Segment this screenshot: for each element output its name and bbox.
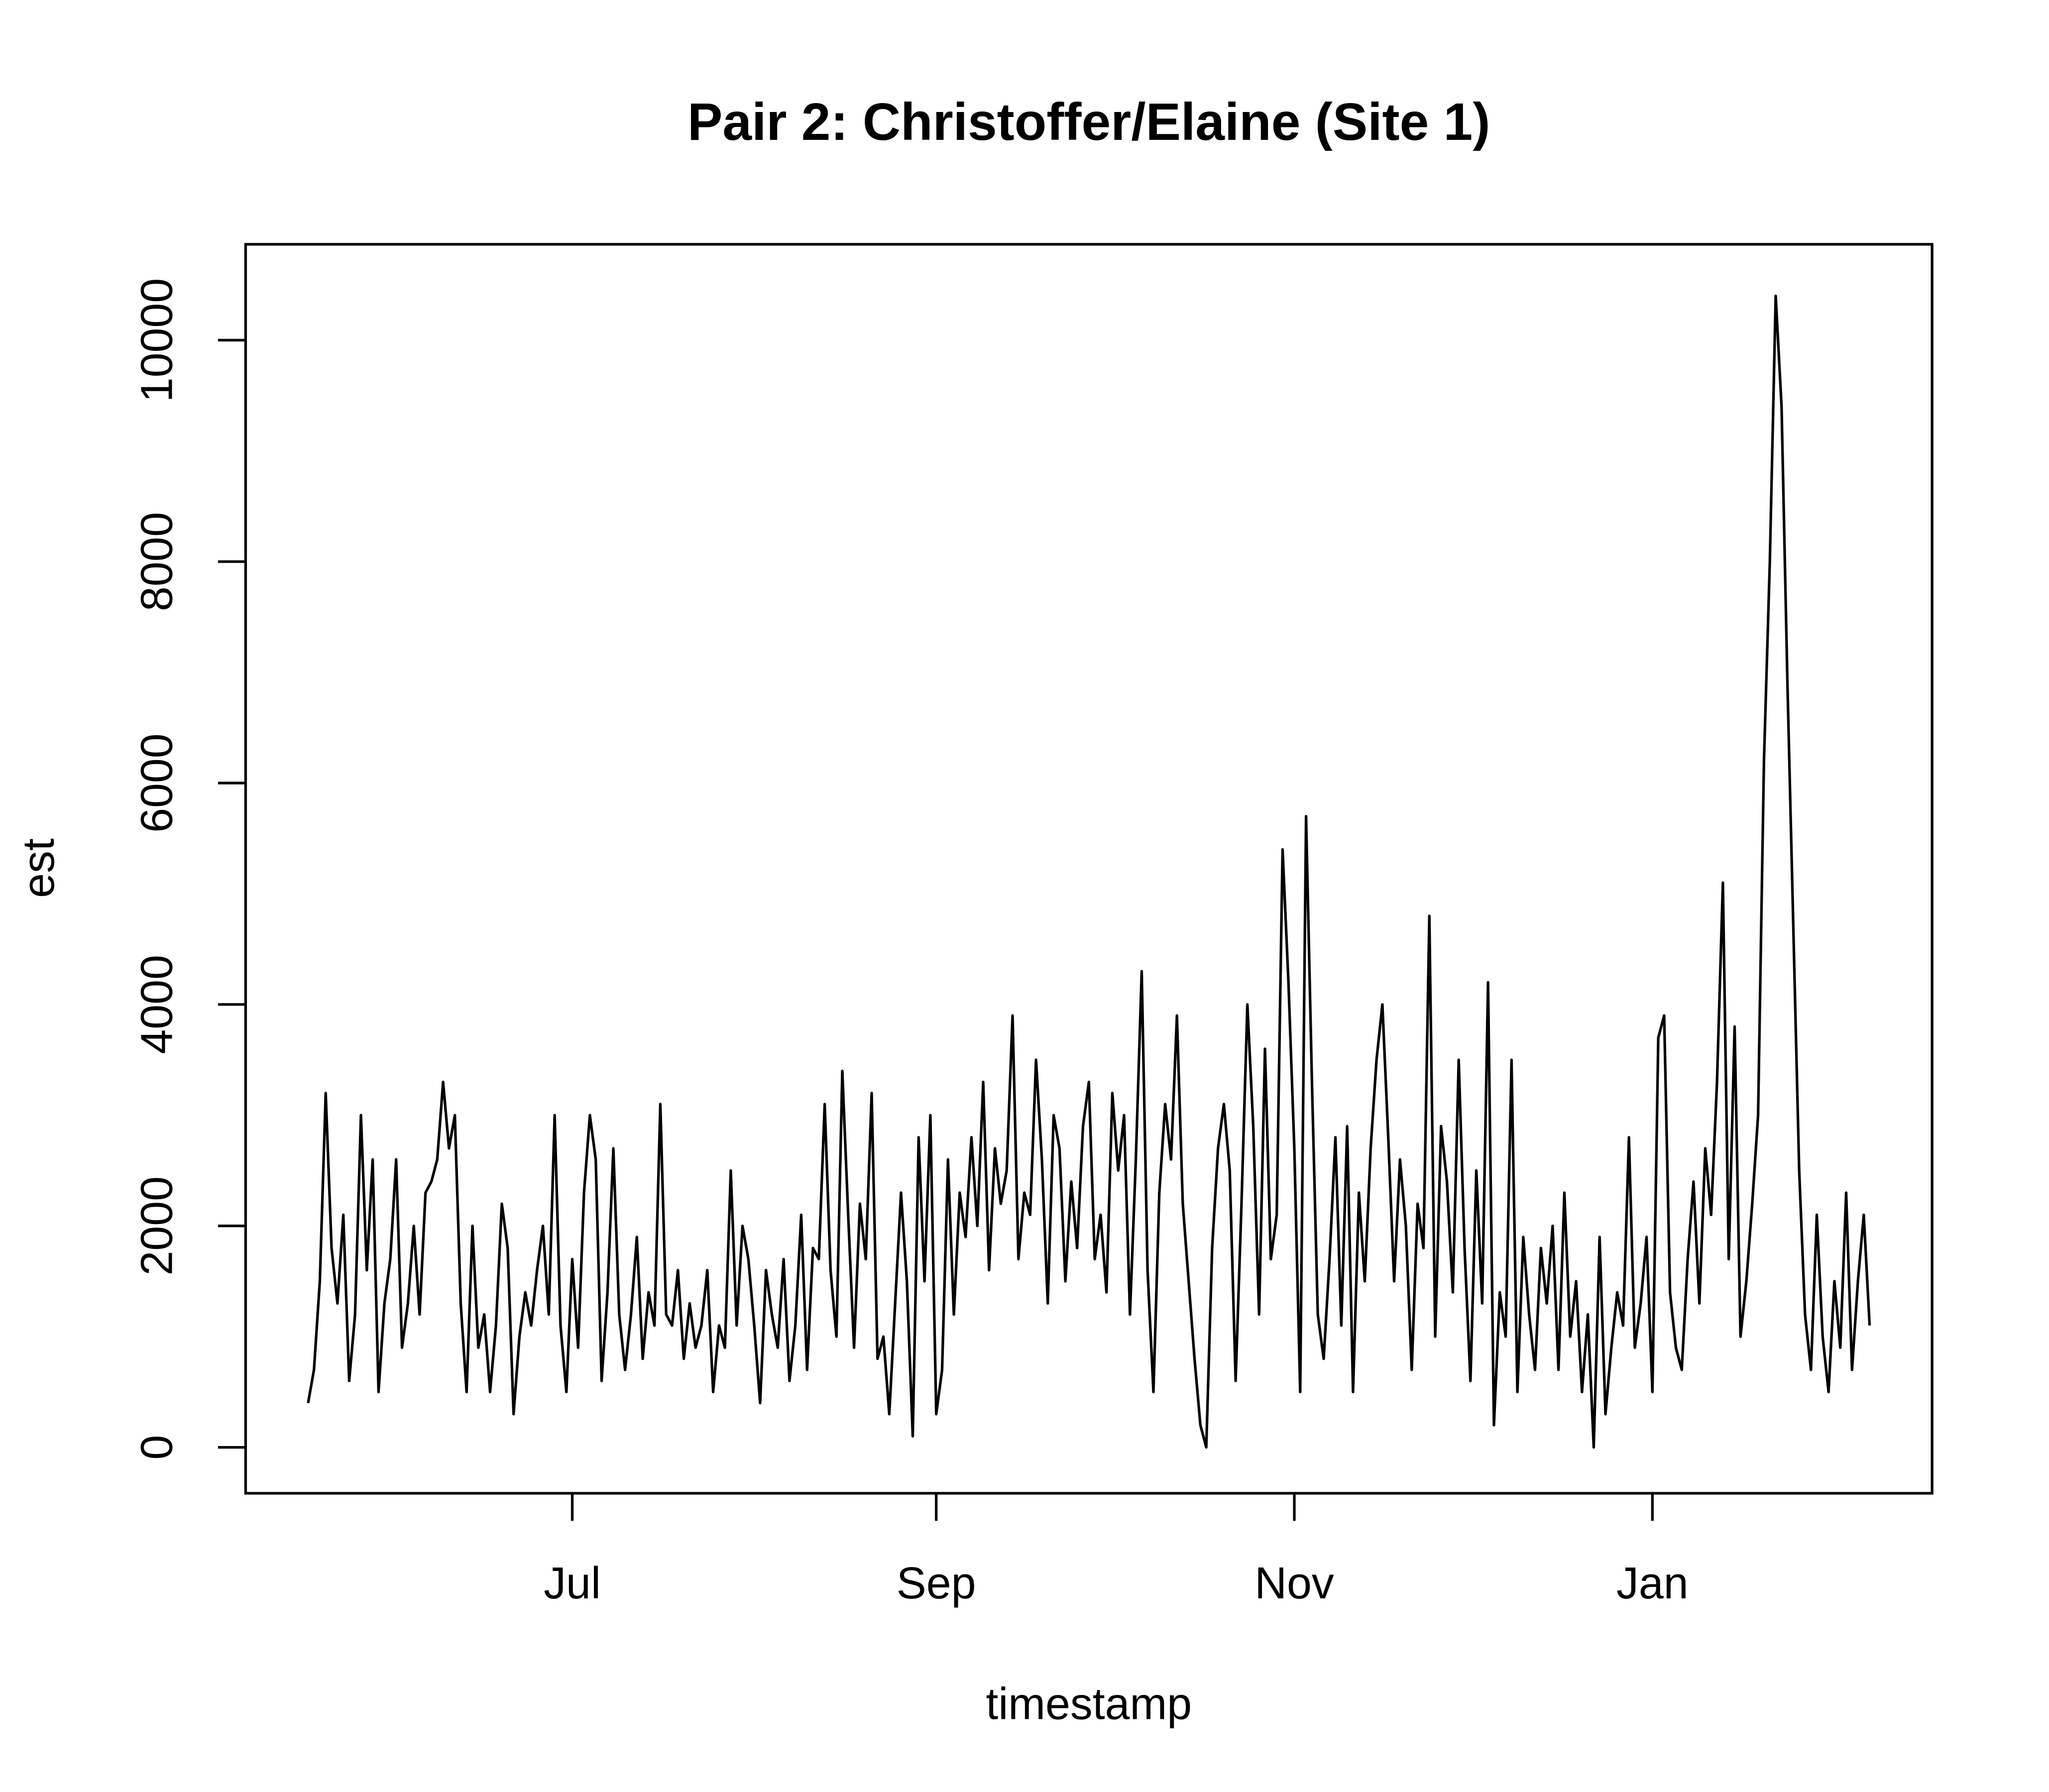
- y-tick-label: 8000: [132, 512, 182, 611]
- x-tick-label: Nov: [1254, 1559, 1334, 1608]
- x-tick-label: Jul: [544, 1559, 601, 1608]
- plot-frame: [244, 243, 1934, 1495]
- x-tick-label: Jan: [1616, 1559, 1689, 1608]
- y-tick-label: 6000: [132, 733, 182, 833]
- data-line: [307, 294, 1871, 1449]
- x-tick-label: Sep: [897, 1559, 976, 1608]
- y-tick-label: 10000: [132, 278, 182, 402]
- y-tick-label: 0: [132, 1435, 182, 1460]
- x-axis-label: timestamp: [986, 1680, 1192, 1729]
- chart-title: Pair 2: Christoffer/Elaine (Site 1): [687, 93, 1490, 151]
- y-axis-label: est: [14, 838, 64, 898]
- y-tick-label: 4000: [132, 955, 182, 1054]
- y-tick-label: 2000: [132, 1176, 182, 1276]
